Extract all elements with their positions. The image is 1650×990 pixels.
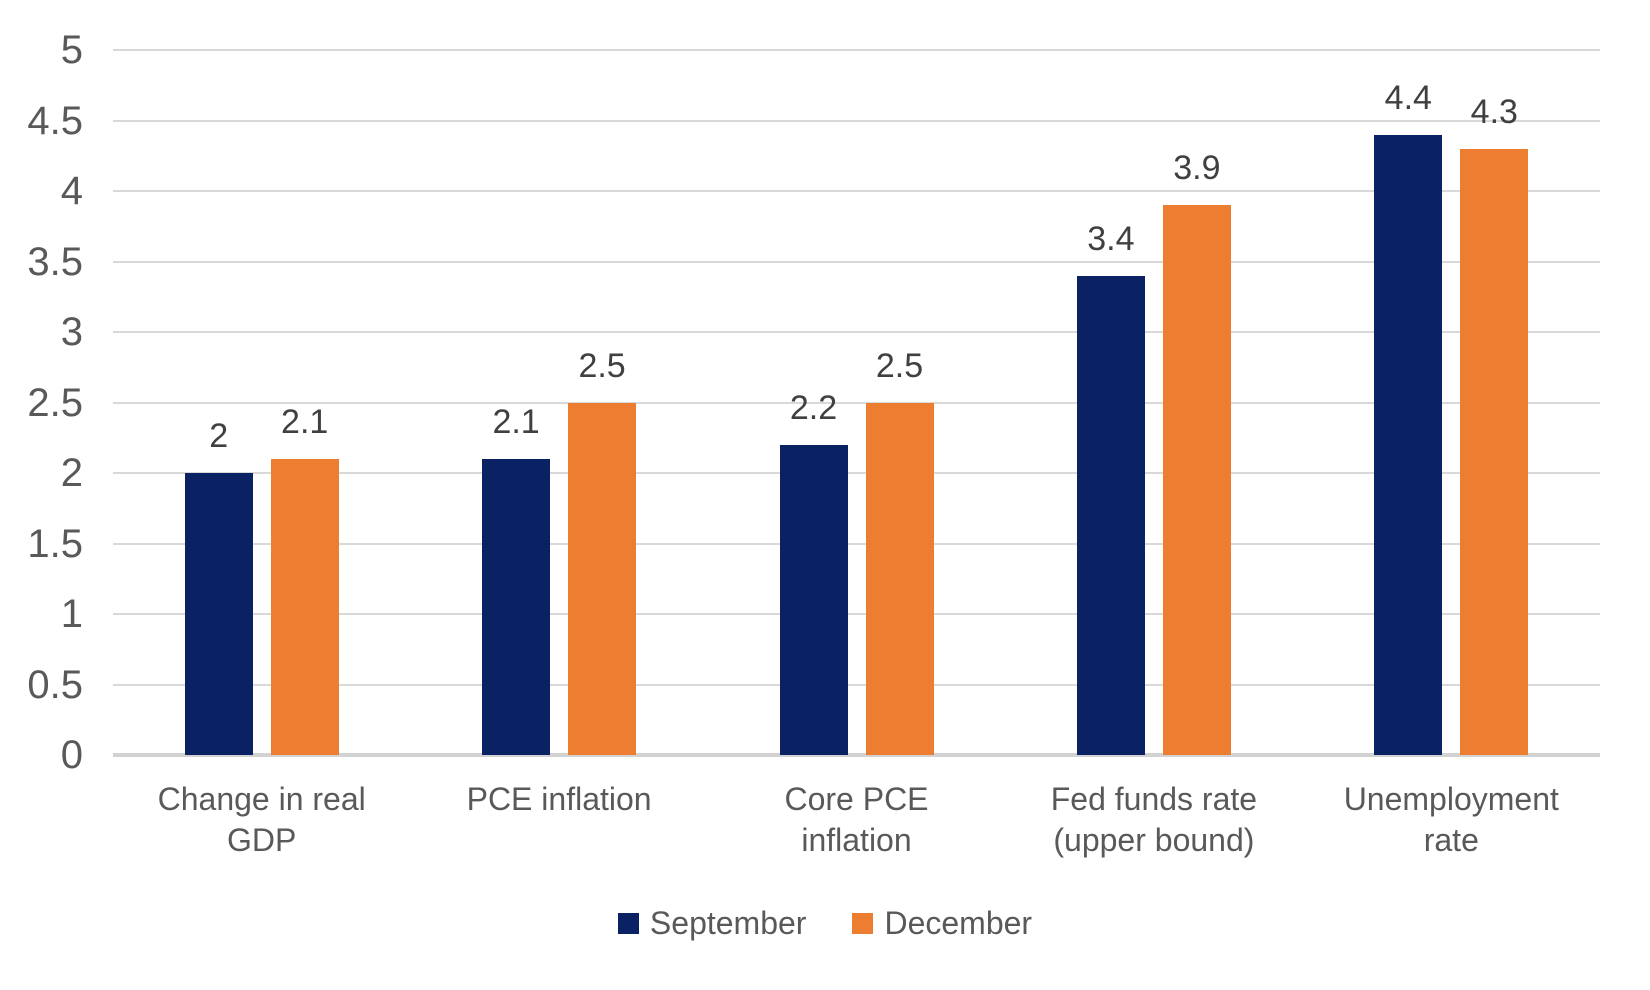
y-tick-label-5: 5 xyxy=(60,28,83,72)
gridline-5 xyxy=(113,49,1600,51)
bar-september-unemployment-rate xyxy=(1374,134,1443,755)
category-label-unemployment-rate: Unemployment rate xyxy=(1343,781,1559,858)
gridline-2 xyxy=(113,472,1600,474)
gridline-4.5 xyxy=(113,119,1600,122)
category-label-fed-funds-rate-upper-bound: Fed funds rate (upper bound) xyxy=(1050,781,1258,858)
bar-september-fed-funds-rate-upper-bound xyxy=(1076,275,1145,755)
value-label-december-core-pce-inflation: 2.5 xyxy=(875,346,924,385)
gridline-4 xyxy=(113,190,1600,192)
y-tick-label-4.5: 4.5 xyxy=(27,98,83,143)
value-label-december-fed-funds-rate-upper-bound: 3.9 xyxy=(1173,149,1221,188)
bar-december-unemployment-rate xyxy=(1460,148,1529,755)
bar-december-core-pce-inflation xyxy=(865,402,934,755)
value-label-september-unemployment-rate: 4.4 xyxy=(1384,78,1432,117)
y-tick-label-0: 0 xyxy=(60,733,83,777)
bar-september-pce-inflation xyxy=(482,458,551,755)
bar-september-change-in-real-gdp xyxy=(184,473,253,755)
y-tick-label-2: 2 xyxy=(60,451,83,495)
value-label-september-fed-funds-rate-upper-bound: 3.4 xyxy=(1087,219,1135,258)
category-label-change-in-real-gdp: Change in real GDP xyxy=(157,781,366,858)
value-label-september-pce-inflation: 2.1 xyxy=(492,402,540,441)
gridline-2.5 xyxy=(113,401,1600,404)
legend: September December xyxy=(0,903,1650,943)
legend-swatch-september xyxy=(617,912,639,934)
bar-december-change-in-real-gdp xyxy=(270,458,339,755)
legend-label-december: December xyxy=(884,905,1033,941)
y-tick-label-1.5: 1.5 xyxy=(27,521,83,566)
plot-area xyxy=(113,49,1600,757)
value-label-december-pce-inflation: 2.5 xyxy=(578,346,626,385)
value-label-september-change-in-real-gdp: 2 xyxy=(209,417,229,455)
category-label-pce-inflation: PCE inflation xyxy=(466,781,652,817)
value-label-december-change-in-real-gdp: 2.1 xyxy=(281,402,329,441)
y-tick-label-3.5: 3.5 xyxy=(27,239,83,284)
legend-item-december: December xyxy=(852,903,1032,943)
gridline-1 xyxy=(113,613,1600,615)
x-axis-line xyxy=(113,753,1600,757)
gridline-1.5 xyxy=(113,542,1600,545)
y-tick-label-2.5: 2.5 xyxy=(27,380,83,425)
legend-item-september: September xyxy=(617,903,807,943)
gridline-0.5 xyxy=(113,683,1600,686)
legend-swatch-december xyxy=(852,912,874,934)
bar-december-pce-inflation xyxy=(568,402,637,755)
gridline-3.5 xyxy=(113,260,1600,263)
legend-label-september: September xyxy=(649,905,807,941)
category-label-core-pce-inflation: Core PCE inflation xyxy=(784,781,929,858)
y-tick-label-3: 3 xyxy=(60,310,83,354)
bar-september-core-pce-inflation xyxy=(779,444,848,755)
value-label-september-core-pce-inflation: 2.2 xyxy=(789,388,838,427)
y-tick-label-4: 4 xyxy=(60,169,83,213)
y-tick-label-1: 1 xyxy=(60,592,83,636)
bar-december-fed-funds-rate-upper-bound xyxy=(1162,205,1231,755)
gridline-3 xyxy=(113,331,1600,333)
value-label-december-unemployment-rate: 4.3 xyxy=(1470,92,1518,131)
y-tick-label-0.5: 0.5 xyxy=(27,662,83,707)
